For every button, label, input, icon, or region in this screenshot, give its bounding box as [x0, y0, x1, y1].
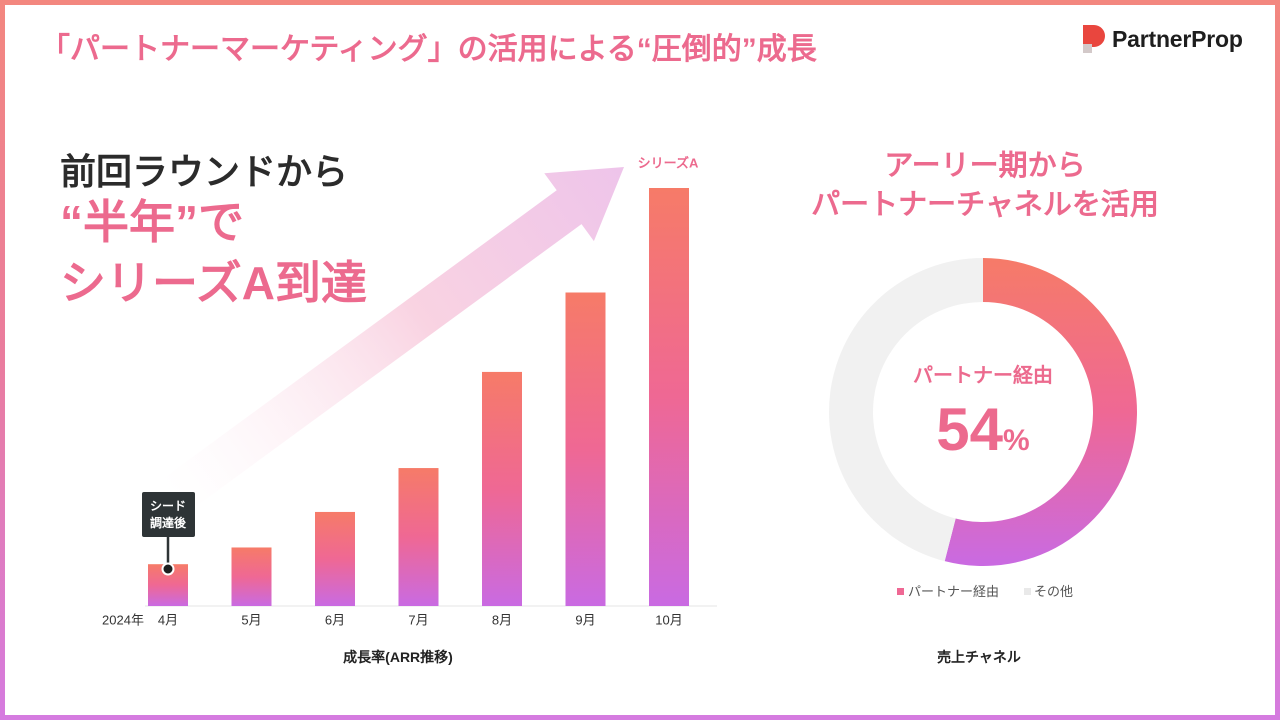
bar-series — [148, 188, 689, 606]
callout-line-2: 調達後 — [150, 515, 187, 530]
series-a-annotation: シリーズA — [638, 156, 699, 171]
seed-callout: シード 調達後 — [142, 492, 195, 576]
donut-value-unit: % — [1003, 424, 1030, 457]
logo: PartnerProp — [1083, 24, 1243, 54]
x-tick-label: 10月 — [655, 613, 682, 628]
growth-chart: 4月 5月 6月 7月 8月 9月 10月 2024年 シード 調達後 シリーズA 成長率(… — [102, 156, 717, 665]
bar — [482, 371, 522, 606]
donut-slice-other — [829, 258, 983, 562]
bar — [565, 292, 606, 606]
x-tick-label: 8月 — [492, 613, 512, 628]
bar — [398, 468, 439, 606]
donut — [829, 258, 1137, 566]
x-tick-label: 7月 — [408, 613, 428, 628]
legend-label-other: その他 — [1034, 584, 1073, 599]
year-label: 2024年 — [102, 613, 144, 628]
page-title: 「パートナーマーケティング」の活用による“圧倒的”成長 — [40, 33, 817, 66]
donut-legend: パートナー経由 その他 — [897, 584, 1073, 599]
x-tick-label: 5月 — [241, 613, 261, 628]
growth-chart-caption: 成長率(ARR推移) — [343, 649, 453, 665]
slide-background — [5, 5, 1275, 715]
donut-center-label: パートナー経由 — [913, 363, 1053, 387]
donut-slice-partner — [944, 258, 1137, 566]
donut-center-value: 54% — [936, 396, 1029, 463]
bar — [315, 511, 355, 606]
logo-text: PartnerProp — [1112, 26, 1243, 52]
headline-line-1: 前回ラウンドから — [60, 151, 349, 192]
legend-swatch-partner — [897, 588, 904, 595]
callout-line-1: シード — [150, 499, 186, 513]
x-tick-label: 9月 — [575, 613, 595, 628]
headline-line-3: シリーズA到達 — [60, 257, 367, 309]
callout-box — [142, 492, 195, 537]
partnerprop-logo-icon — [1083, 25, 1105, 53]
x-tick-labels: 4月 5月 6月 7月 8月 9月 10月 — [158, 613, 683, 628]
channel-chart-caption: 売上チャネル — [937, 649, 1021, 665]
growth-arrow — [159, 167, 624, 515]
channel-heading-line-2: パートナーチャネルを活用 — [811, 189, 1159, 221]
channel-heading-line-1: アーリー期から — [884, 150, 1086, 182]
legend-swatch-other — [1024, 588, 1031, 595]
callout-dot — [161, 562, 175, 576]
bar — [231, 547, 272, 606]
channel-chart: パートナー経由 54% パートナー経由 その他 売上チャネル — [829, 258, 1137, 665]
x-tick-label: 4月 — [158, 613, 178, 628]
legend-label-partner: パートナー経由 — [908, 584, 999, 599]
x-tick-label: 6月 — [325, 613, 345, 628]
donut-value-number: 54 — [936, 396, 1003, 463]
bar — [649, 188, 689, 606]
headline-line-2: “半年”で — [60, 196, 244, 248]
